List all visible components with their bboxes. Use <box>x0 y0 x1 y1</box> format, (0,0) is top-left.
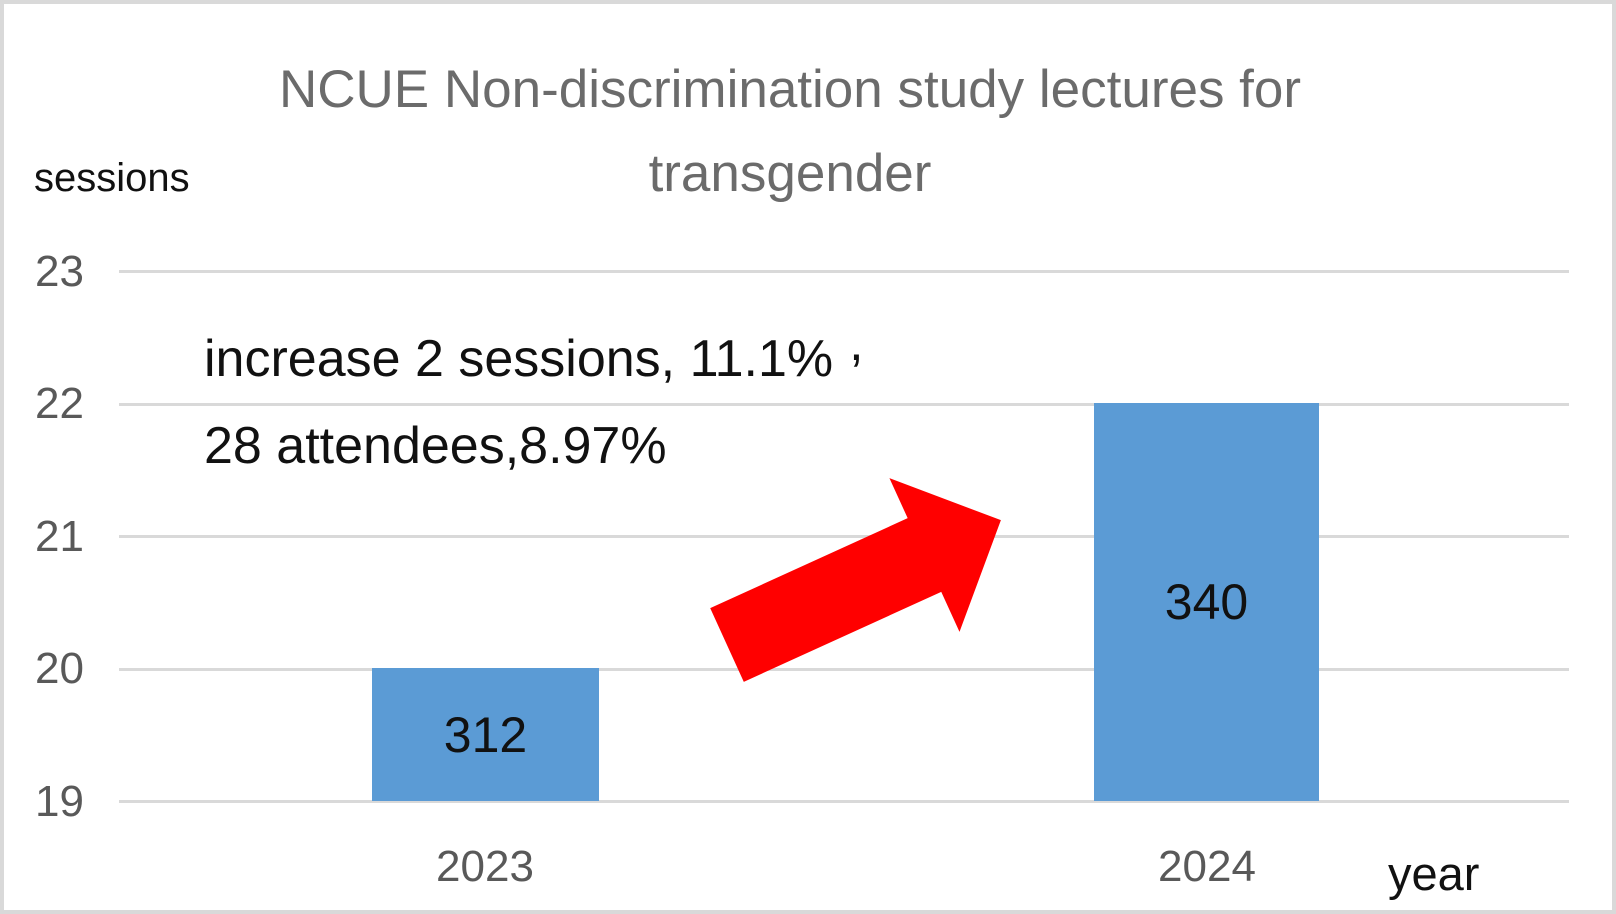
gridline-22 <box>119 403 1569 406</box>
y-tick-22: 22 <box>35 379 84 428</box>
y-tick-19: 19 <box>35 777 84 826</box>
y-tick-20: 20 <box>35 644 84 693</box>
ideographic-comma: , <box>849 314 864 372</box>
annotation-text: increase 2 sessions, 11.1%, 28 attendees… <box>204 314 864 490</box>
gridline-21 <box>119 535 1569 538</box>
annotation-line-1: increase 2 sessions, 11.1%, <box>204 314 864 403</box>
bar-2023: 312 <box>372 668 599 801</box>
y-axis-label: sessions <box>34 156 190 200</box>
annotation-line-1-text: increase 2 sessions, 11.1% <box>204 330 834 388</box>
chart-title-line-2: transgender <box>648 144 932 203</box>
bar-2024: 340 <box>1094 403 1319 801</box>
annotation-line-2: 28 attendees,8.97% <box>204 417 667 475</box>
bar-2024-value-label: 340 <box>1164 574 1249 630</box>
y-tick-23: 23 <box>35 247 84 296</box>
chart-title: NCUE Non-discrimination study lectures f… <box>132 48 1448 216</box>
gridline-19-axis-line <box>119 800 1569 803</box>
y-tick-21: 21 <box>35 512 84 561</box>
gridline-20 <box>119 668 1569 671</box>
x-tick-2023: 2023 <box>436 842 534 891</box>
gridline-23 <box>119 270 1569 273</box>
chart-title-line-1: NCUE Non-discrimination study lectures f… <box>278 60 1302 119</box>
x-axis-label: year <box>1388 847 1480 900</box>
x-tick-2024: 2024 <box>1158 842 1256 891</box>
bar-2023-value-label: 312 <box>443 706 528 763</box>
